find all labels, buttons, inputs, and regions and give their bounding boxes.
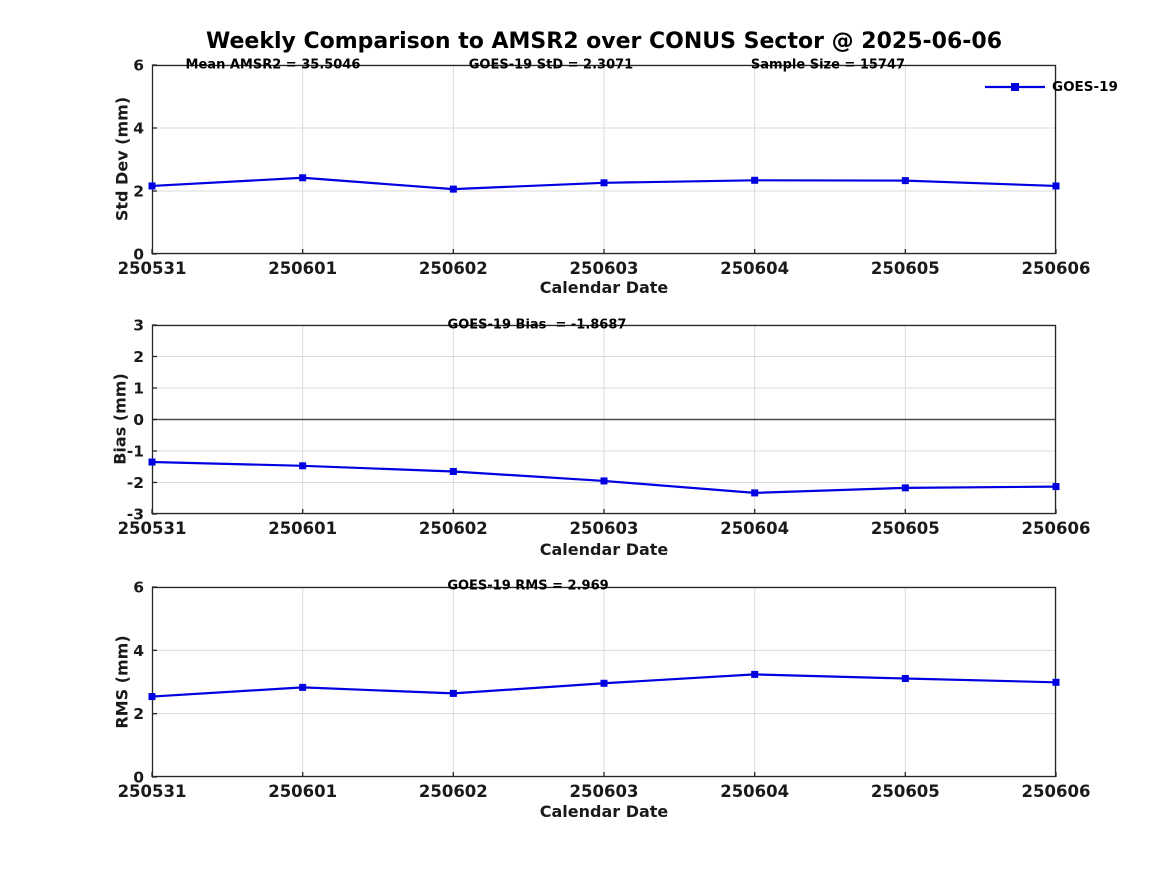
x-tick-label: 250531 xyxy=(118,519,187,538)
x-tick-label: 250603 xyxy=(570,519,639,538)
x-axis-label-stddev: Calendar Date xyxy=(539,278,669,297)
chart-title: Weekly Comparison to AMSR2 over CONUS Se… xyxy=(206,29,1002,54)
x-tick-label: 250602 xyxy=(419,259,488,278)
x-tick-label: 250604 xyxy=(720,782,789,801)
y-tick-label: 0 xyxy=(133,769,144,787)
x-axis-label-rms: Calendar Date xyxy=(539,802,669,821)
y-tick-label: 0 xyxy=(133,246,144,264)
legend-square-marker-icon xyxy=(1011,83,1019,91)
y-tick-label: 2 xyxy=(133,348,144,366)
x-tick-label: 250605 xyxy=(871,519,940,538)
x-tick-label: 250531 xyxy=(118,259,187,278)
x-tick-label: 250604 xyxy=(720,519,789,538)
x-tick-label: 250606 xyxy=(1022,782,1091,801)
y-tick-label: 1 xyxy=(133,380,144,398)
annotation-goes19-std: GOES-19 StD = 2.3071 xyxy=(468,57,634,73)
legend-line-sample xyxy=(985,83,1045,91)
annotation-sample-size: Sample Size = 15747 xyxy=(750,57,906,73)
x-tick-label: 250602 xyxy=(419,519,488,538)
legend-label: GOES-19 xyxy=(1052,79,1118,95)
y-tick-label: 0 xyxy=(133,411,144,429)
x-tick-label: 250601 xyxy=(268,519,337,538)
y-tick-label: 2 xyxy=(133,705,144,723)
y-tick-label: -1 xyxy=(127,443,144,461)
x-tick-label: 250601 xyxy=(268,259,337,278)
plot-area-rms: 250531 250601 250602 250603 250604 250605 2506… xyxy=(118,579,1091,802)
x-tick-label: 250605 xyxy=(871,259,940,278)
y-tick-label: 4 xyxy=(133,120,144,138)
x-tick-label: 250606 xyxy=(1022,519,1091,538)
y-tick-label: 6 xyxy=(133,57,144,75)
y-tick-label: 3 xyxy=(133,317,144,335)
x-tick-label: 250603 xyxy=(570,259,639,278)
x-tick-label: 250603 xyxy=(570,782,639,801)
legend: GOES-19 xyxy=(984,79,1118,95)
x-tick-label: 250602 xyxy=(419,782,488,801)
y-axis-label-rms: RMS (mm) xyxy=(112,635,132,729)
annotation-goes19-bias: GOES-19 Bias = -1.8687 xyxy=(447,317,627,333)
y-tick-label: -2 xyxy=(127,474,144,492)
x-axis-label-bias: Calendar Date xyxy=(539,540,669,559)
y-tick-label: -3 xyxy=(127,506,144,524)
y-tick-label: 2 xyxy=(133,183,144,201)
x-tick-label: 250605 xyxy=(871,782,940,801)
y-tick-label: 6 xyxy=(133,579,144,597)
x-tick-label: 250531 xyxy=(118,782,187,801)
plot-area-stddev: 250531 250601 250602 250603 250604 250605 2506… xyxy=(118,57,1091,279)
annotation-mean-amsr2: Mean AMSR2 = 35.5046 xyxy=(185,57,361,73)
y-tick-label: 4 xyxy=(133,642,144,660)
x-tick-label: 250604 xyxy=(720,259,789,278)
y-axis-label-stddev: Std Dev (mm) xyxy=(112,96,132,222)
annotation-goes19-rms: GOES-19 RMS = 2.969 xyxy=(447,578,609,594)
plot-area-bias: 250531 250601 250602 250603 250604 250605 2506… xyxy=(118,317,1091,539)
x-tick-label: 250601 xyxy=(268,782,337,801)
x-tick-label: 250606 xyxy=(1022,259,1091,278)
